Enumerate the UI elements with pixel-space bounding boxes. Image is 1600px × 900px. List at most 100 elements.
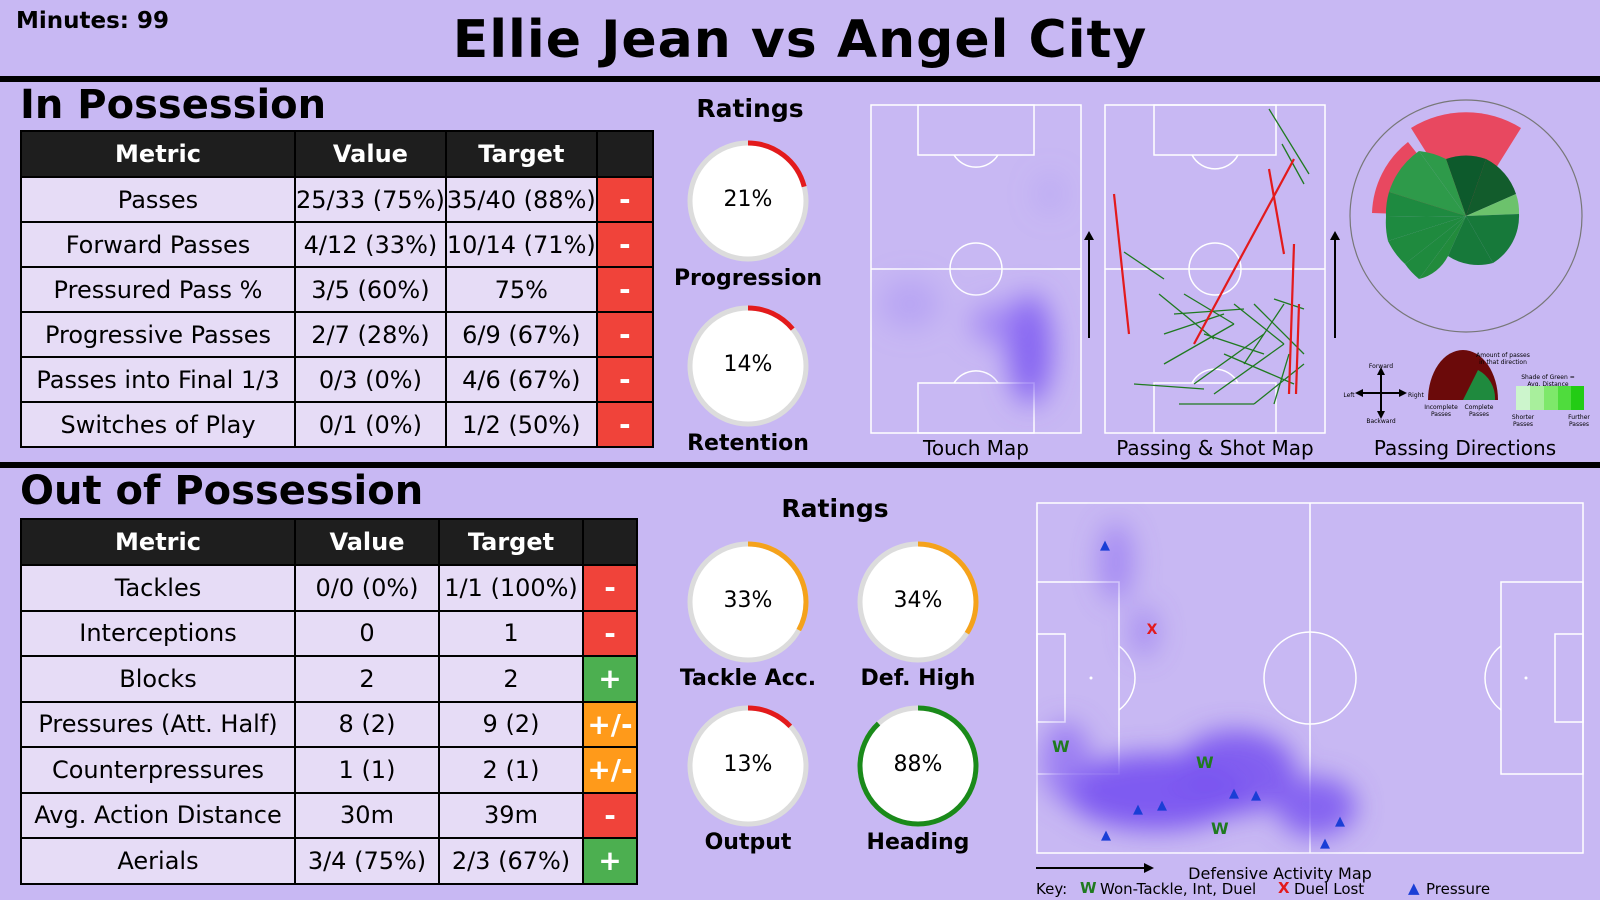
target-cell: 35/40 (88%) [444,176,598,223]
value-cell: 0/3 (0%) [294,356,447,403]
value-cell: 25/33 (75%) [294,176,447,223]
defensive-heat [1041,522,1356,837]
section-divider [0,462,1600,468]
value-cell: 3/4 (75%) [294,837,440,885]
pressure-marker: ▲ [1320,836,1330,851]
key-pressure-label: Pressure [1426,880,1491,898]
target-cell: 39m [438,791,584,839]
ring-progress [857,705,979,827]
col-indicator [582,518,638,566]
rating-value: 14% [723,352,773,377]
target-cell: 2/3 (67%) [438,837,584,885]
pressure-marker: ▲ [1133,802,1143,817]
metric-cell: Interceptions [20,609,296,657]
radar-wedges [1372,112,1521,279]
legend-left: Left [1343,392,1355,399]
value-cell: 8 (2) [294,700,440,748]
target-cell: 9 (2) [438,700,584,748]
ip-ratings-title: Ratings [696,94,804,123]
rating-label: Output [704,830,792,855]
target-cell: 10/14 (71%) [444,221,598,268]
attack-direction-arrow [1036,863,1154,873]
metric-cell: Pressured Pass % [20,266,296,313]
pressure-marker: ▲ [1101,828,1111,843]
table-row: Progressive Passes 2/7 (28%) 6/9 (67%) - [20,311,654,358]
legend-amount: Amount of passes in that direction [1476,352,1530,366]
table-row: Passes 25/33 (75%) 35/40 (88%) - [20,176,654,223]
pressure-marker: ▲ [1335,814,1345,829]
direction-cross-icon [1355,367,1407,419]
legend-complete: Complete Passes [1464,404,1494,418]
legend-forward: Forward [1368,363,1394,370]
table-row: Switches of Play 0/1 (0%) 1/2 (50%) - [20,401,654,448]
indicator-cell: - [582,791,638,839]
indicator-cell: +/- [582,700,638,748]
legend-green-scale [1516,386,1584,410]
table-row: Tackles 0/0 (0%) 1/1 (100%) - [20,564,638,612]
indicator-cell: - [595,266,654,313]
completed-passes [1123,108,1310,405]
target-cell: 6/9 (67%) [444,311,598,358]
rating-ring [857,541,979,663]
passing-directions-radar [1349,99,1583,333]
rating-value: 33% [723,588,773,613]
ring-progress [687,705,809,827]
rating-label: Retention [687,431,809,456]
touch-direction-arrow [1084,231,1094,338]
metric-cell: Switches of Play [20,401,296,448]
value-cell: 0/0 (0%) [294,564,440,612]
key-label: Key: [1036,880,1068,898]
legend-right: Right [1408,392,1424,399]
rating-value: 34% [893,588,943,613]
key-won-icon: W [1080,879,1097,897]
col-target: Target [444,130,598,178]
indicator-cell: - [595,401,654,448]
value-cell: 2/7 (28%) [294,311,447,358]
touch-map-label: Touch Map [923,436,1029,460]
col-target: Target [438,518,584,566]
metric-cell: Pressures (Att. Half) [20,700,296,748]
legend-incomplete: Incomplete Passes [1424,404,1458,418]
metric-cell: Passes [20,176,296,223]
indicator-cell: - [595,311,654,358]
key-lost-icon: X [1278,879,1290,897]
indicator-cell: - [595,356,654,403]
metric-cell: Passes into Final 1/3 [20,356,296,403]
ring-progress [687,305,809,427]
rating-value: 21% [723,187,773,212]
ring-progress [687,541,809,663]
out-possession-table: Metric Value Target Tackles 0/0 (0%) 1/1 (… [20,518,638,885]
won-marker: W [1211,819,1229,838]
value-cell: 0/1 (0%) [294,401,447,448]
table-row: Pressures (Att. Half) 8 (2) 9 (2) +/- [20,700,638,748]
indicator-cell: + [582,837,638,885]
legend-further: Further Passes [1568,414,1590,428]
table-row: Interceptions 0 1- [20,609,638,657]
rating-value: 13% [723,752,773,777]
indicator-cell: + [582,655,638,703]
rating-ring [687,541,809,663]
metric-cell: Forward Passes [20,221,296,268]
won-marker: W [1052,737,1070,756]
metric-cell: Blocks [20,655,296,703]
rating-ring [687,705,809,827]
target-cell: 1 [438,609,584,657]
table-row: Forward Passes 4/12 (33%) 10/14 (71%) - [20,221,654,268]
indicator-cell: +/- [582,746,638,794]
metric-cell: Tackles [20,564,296,612]
indicator-cell: - [595,176,654,223]
pressure-marker: ▲ [1100,538,1110,553]
in-possession-table: Metric Value Target Passes 25/33 (75%) 35/… [20,130,654,448]
value-cell: 3/5 (60%) [294,266,447,313]
col-value: Value [294,130,447,178]
passing-direction-arrow [1330,231,1340,338]
table-row: Blocks 2 2 + [20,655,638,703]
key-lost-label: Duel Lost [1294,880,1365,898]
rating-label: Progression [673,266,823,291]
passing-map-label: Passing & Shot Map [1116,436,1314,460]
target-cell: 2 (1) [438,746,584,794]
metric-cell: Counterpressures [20,746,296,794]
value-cell: 2 [294,655,440,703]
pressure-marker: ▲ [1251,788,1261,803]
radar-outline [1349,99,1583,333]
